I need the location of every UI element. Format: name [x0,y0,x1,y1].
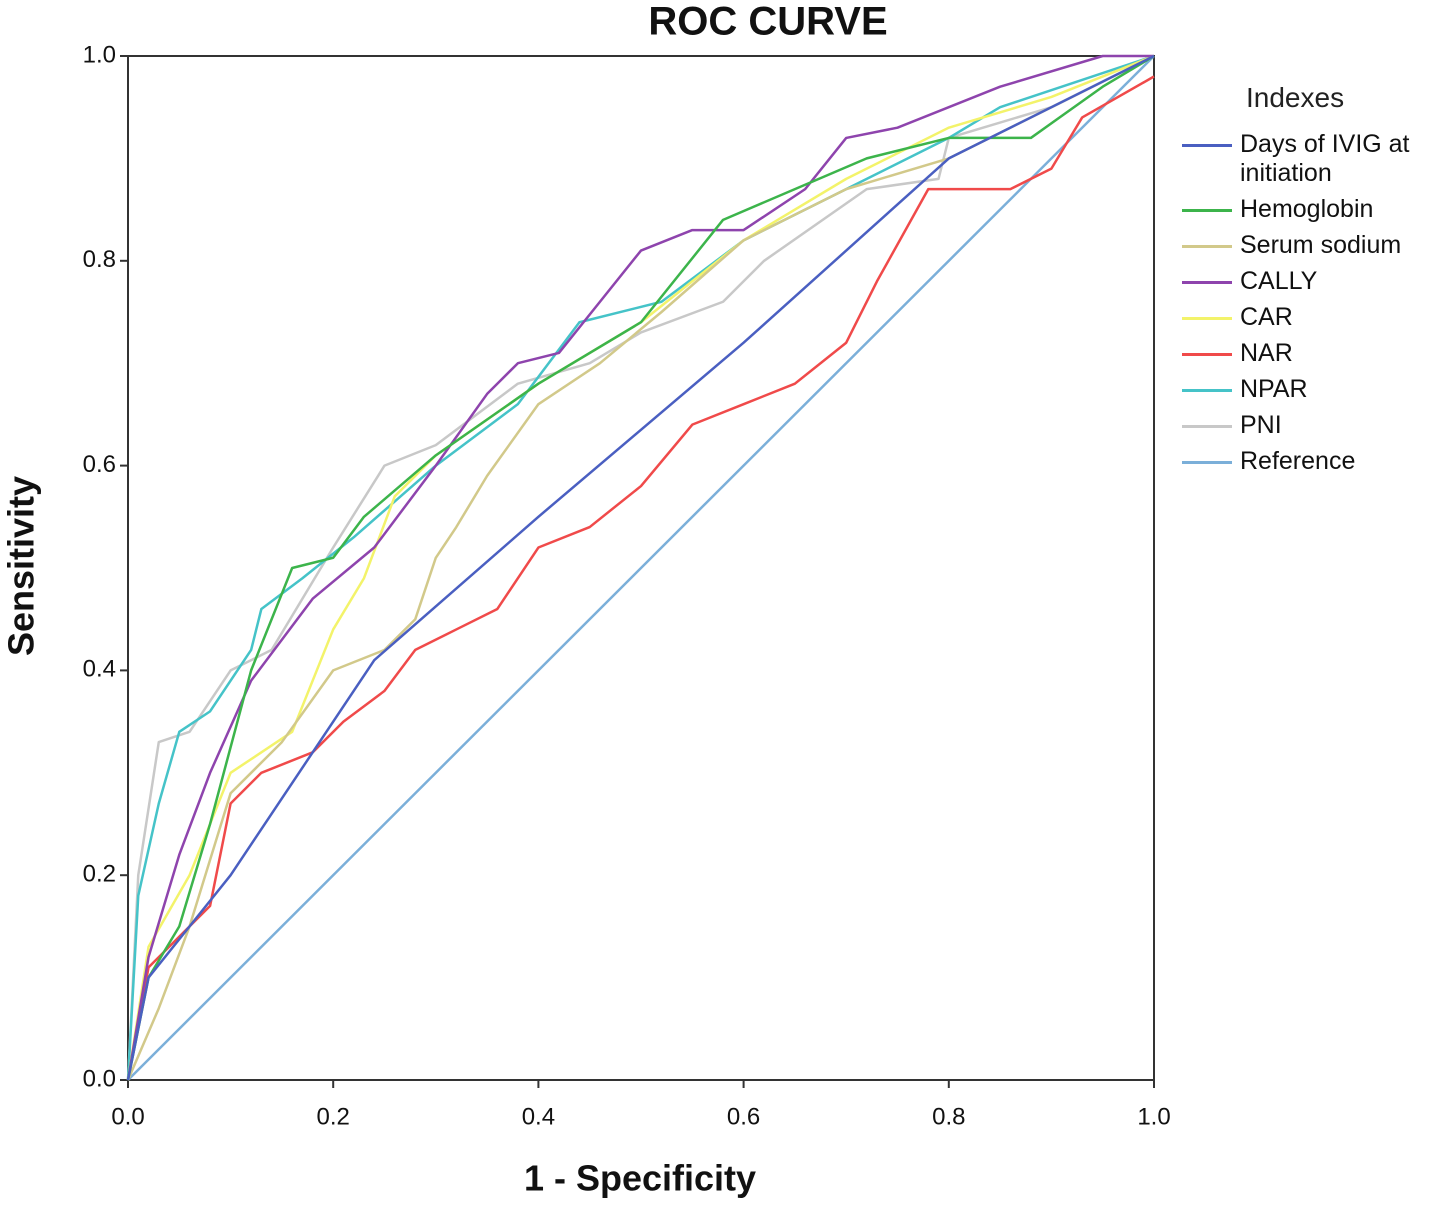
legend-item: NPAR [1182,375,1427,404]
legend-label: NAR [1240,339,1293,367]
legend-label: Hemoglobin [1240,195,1374,223]
legend-swatch [1182,281,1232,284]
legend-item: CAR [1182,303,1427,332]
legend-swatch [1182,144,1232,147]
x-tick-label: 0.6 [727,1103,760,1130]
legend-swatch [1182,245,1232,248]
roc-line [126,54,1155,1081]
roc-line [126,54,1155,1081]
y-tick-label: 0.6 [83,451,116,478]
legend-item: PNI [1182,411,1427,440]
legend-swatch [1182,209,1232,212]
legend-item: CALLY [1182,267,1427,296]
legend-label: NPAR [1240,375,1308,403]
y-tick-label: 1.0 [83,41,116,68]
y-axis-label: Sensitivity [1,476,42,656]
legend-label: CALLY [1240,267,1318,295]
legend-item: Reference [1182,447,1427,476]
x-tick-label: 0.4 [522,1103,555,1130]
legend-item: Serum sodium [1182,231,1427,260]
y-tick-label: 0.2 [83,861,116,888]
legend-swatch [1182,425,1232,428]
y-tick-label: 0.8 [83,246,116,273]
legend-label: Serum sodium [1240,231,1402,259]
roc-line [126,54,1155,1081]
x-tick-label: 1.0 [1137,1103,1170,1130]
legend-label: PNI [1240,411,1282,439]
legend-item: Days of IVIG at initiation [1182,130,1427,188]
legend-item: NAR [1182,339,1427,368]
roc-line [127,55,1155,1081]
x-axis-label: 1 - Specificity [524,1158,756,1199]
x-tick-label: 0.2 [317,1103,350,1130]
x-tick-label: 0.8 [932,1103,965,1130]
legend-label: CAR [1240,303,1293,331]
roc-line [126,75,1155,1081]
legend-swatch [1182,389,1232,392]
legend-title: Indexes [1246,82,1345,113]
plot-frame [127,55,1155,1081]
legend-swatch [1182,461,1232,464]
x-tick-label: 0.0 [111,1103,144,1130]
legend-swatch [1182,353,1232,356]
chart-title: ROC CURVE [648,0,887,44]
roc-line [126,54,1155,1081]
legend-swatch [1182,317,1232,320]
y-tick-label: 0.4 [83,656,116,683]
roc-line [126,54,1154,1081]
y-tick-label: 0.0 [83,1065,116,1092]
roc-line [126,54,1155,1081]
legend-item: Hemoglobin [1182,195,1427,224]
legend: Indexes Days of IVIG at initiation Hemogl… [1182,82,1427,483]
legend-label: Days of IVIG at initiation [1240,130,1410,187]
legend-label: Reference [1240,447,1356,475]
